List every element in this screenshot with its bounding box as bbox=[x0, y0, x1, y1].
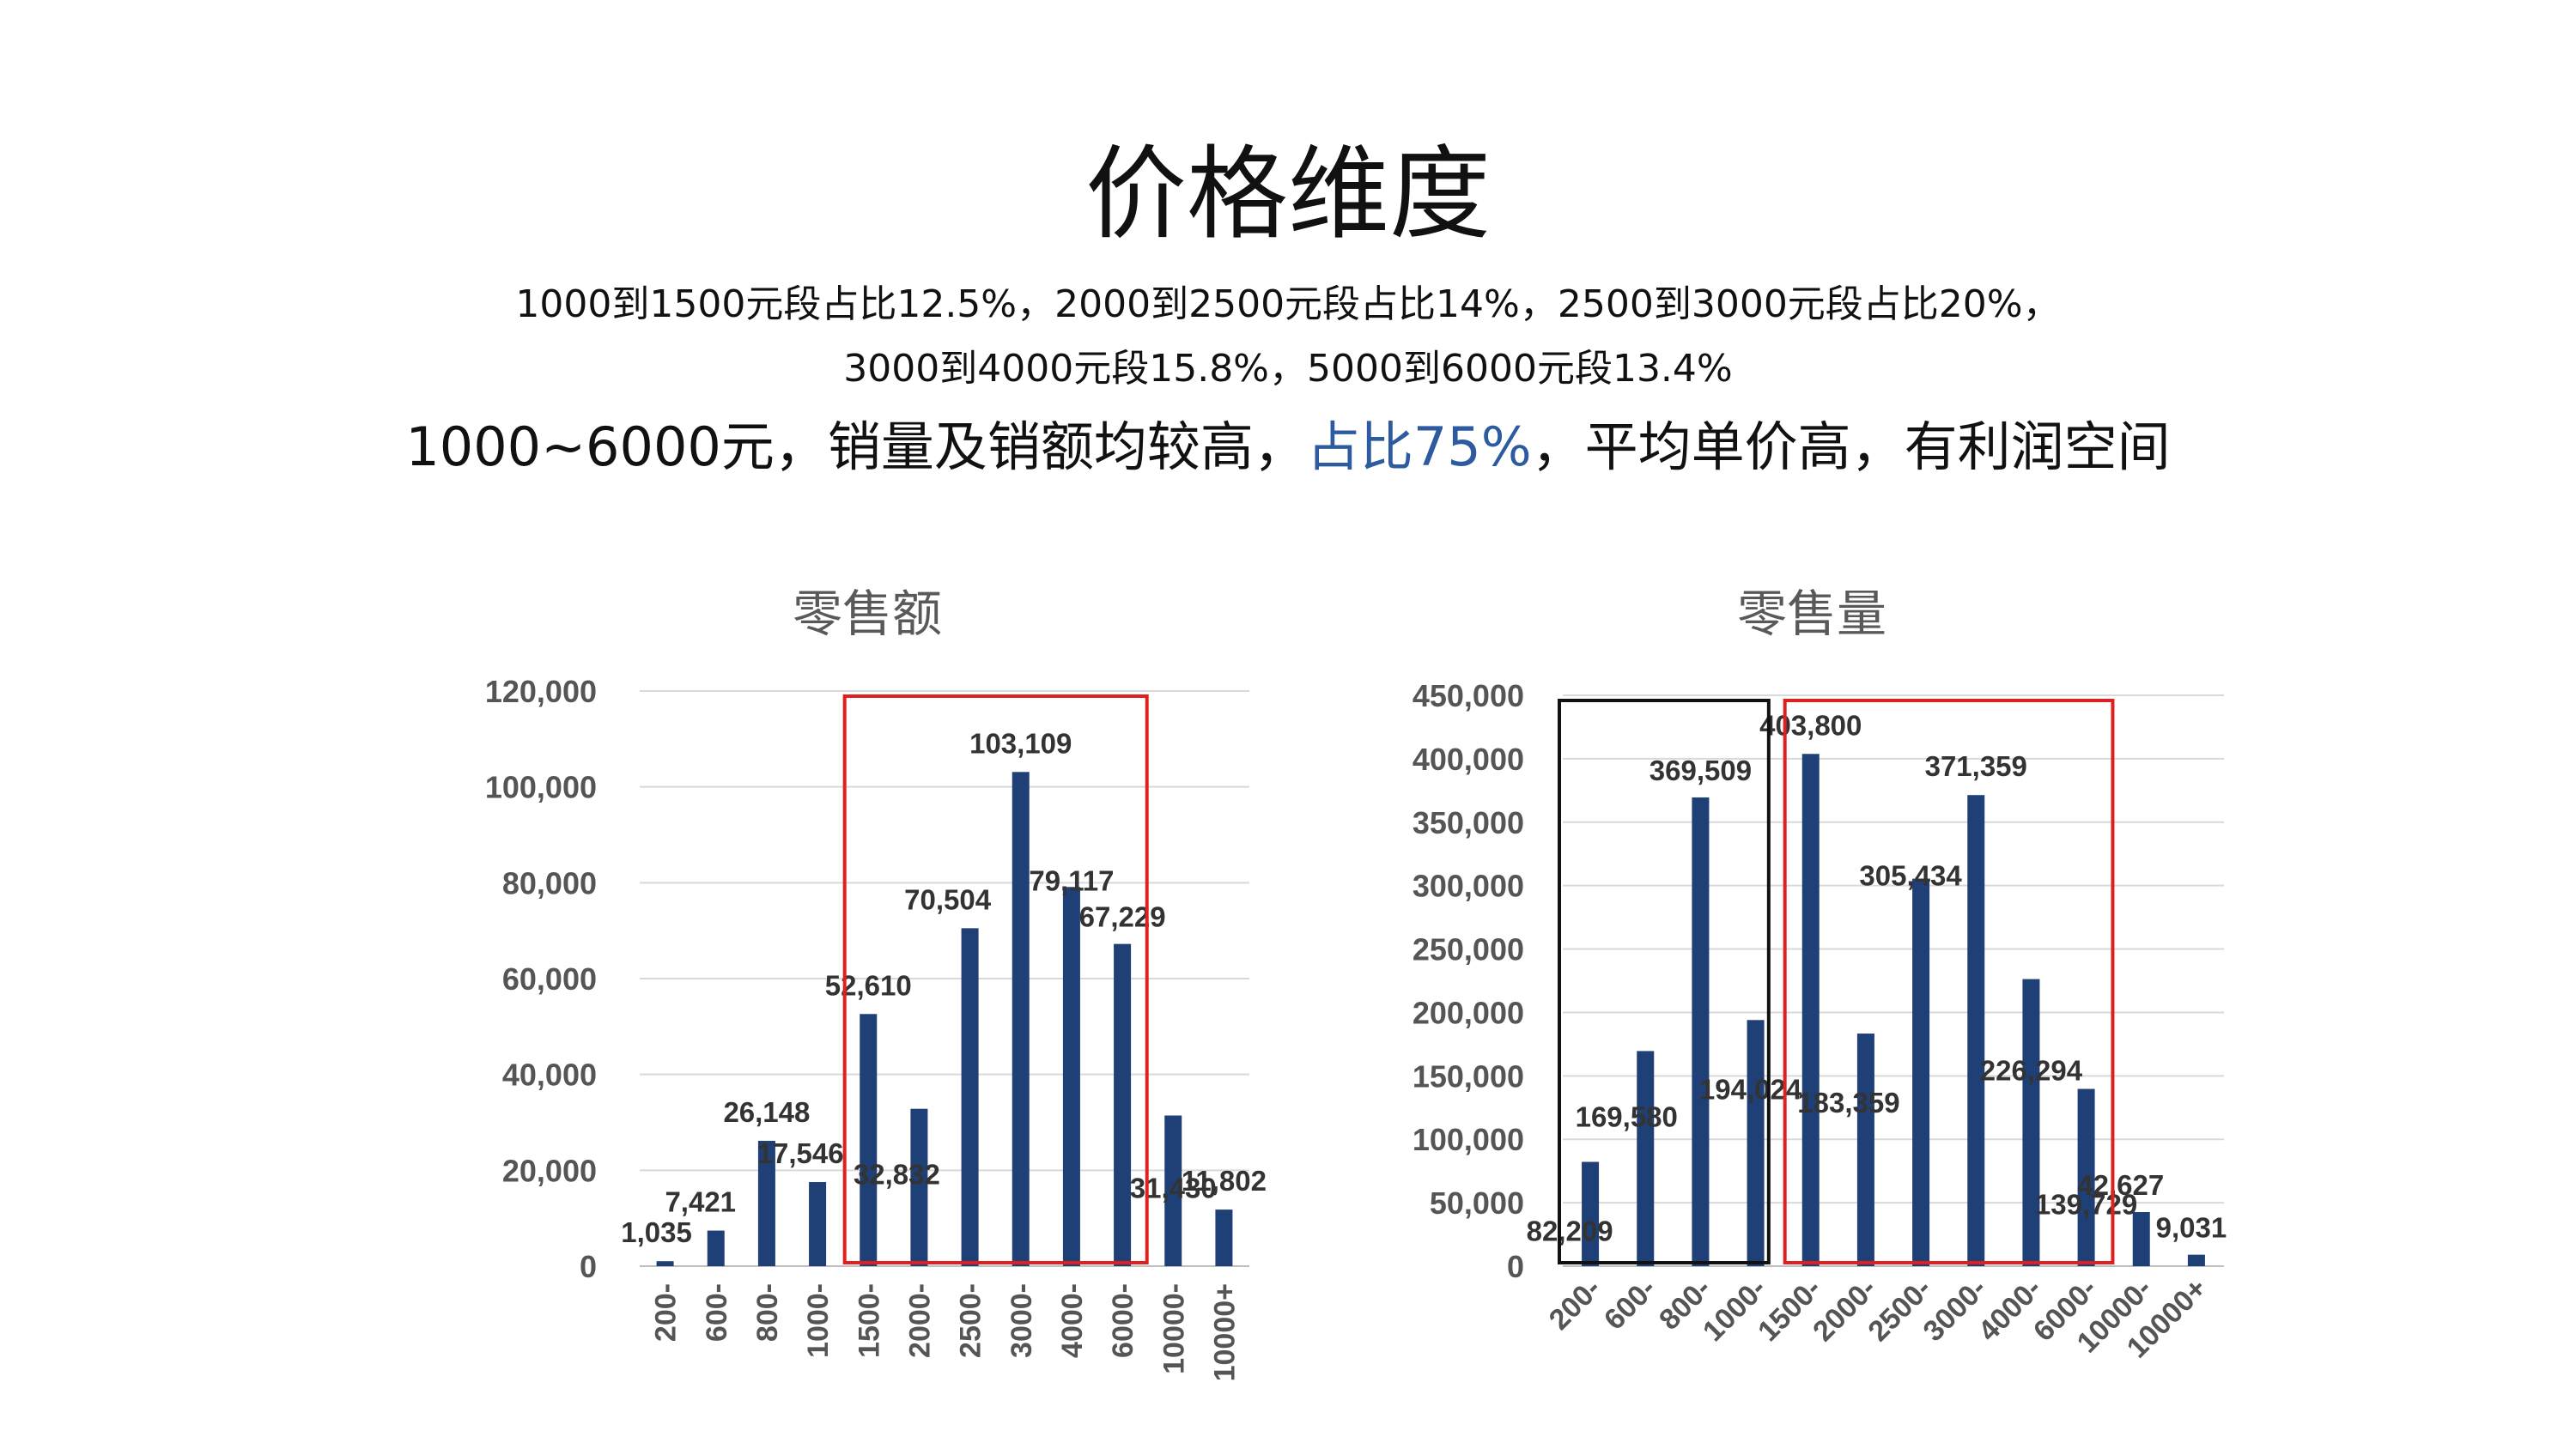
x-tick-label: 200- bbox=[650, 1283, 683, 1342]
x-tick-label: 1500- bbox=[1752, 1272, 1827, 1348]
data-label: 305,434 bbox=[1859, 860, 1962, 892]
highlight-box-1000-6000 bbox=[842, 694, 1149, 1264]
y-tick-label: 450,000 bbox=[1413, 678, 1524, 713]
bar bbox=[707, 1230, 725, 1266]
page-title: 价格维度 bbox=[1084, 135, 1491, 253]
y-tick-label: 20,000 bbox=[502, 1153, 597, 1188]
y-tick-label: 0 bbox=[580, 1249, 597, 1284]
data-label: 82,209 bbox=[1527, 1216, 1613, 1247]
data-label: 139,729 bbox=[2035, 1189, 2137, 1221]
x-tick-label: 600- bbox=[1598, 1272, 1662, 1337]
data-label: 403,800 bbox=[1759, 709, 1862, 741]
bar bbox=[910, 1108, 928, 1266]
y-tick-label: 50,000 bbox=[1430, 1185, 1524, 1221]
data-label: 7,421 bbox=[665, 1186, 736, 1218]
data-label: 369,509 bbox=[1649, 755, 1752, 786]
y-tick-label: 300,000 bbox=[1413, 869, 1524, 904]
bar bbox=[1582, 1161, 1600, 1266]
x-tick-label: 1500- bbox=[853, 1283, 885, 1358]
y-tick-label: 100,000 bbox=[1413, 1122, 1524, 1157]
chart-title: 零售量 bbox=[1737, 585, 1886, 643]
x-tick-label: 10000+ bbox=[1208, 1283, 1241, 1381]
bar bbox=[1012, 772, 1030, 1266]
x-tick-label: 10000- bbox=[1157, 1283, 1190, 1374]
y-tick-label: 40,000 bbox=[502, 1058, 597, 1093]
subtitle-line-2: 3000到4000元段15.8%，5000到6000元段13.4% bbox=[843, 347, 1733, 391]
x-tick-label: 800- bbox=[751, 1283, 784, 1342]
x-tick-label: 1000- bbox=[1697, 1272, 1772, 1348]
data-label: 31,430 bbox=[1130, 1173, 1217, 1204]
x-tick-label: 2000- bbox=[1807, 1272, 1882, 1348]
y-tick-label: 200,000 bbox=[1413, 995, 1524, 1030]
data-label: 26,148 bbox=[723, 1096, 810, 1128]
data-label: 226,294 bbox=[1980, 1055, 2083, 1087]
bar bbox=[809, 1182, 827, 1266]
data-label: 52,610 bbox=[825, 969, 912, 1001]
x-tick-label: 4000- bbox=[1972, 1272, 2048, 1348]
bar bbox=[1747, 1020, 1765, 1266]
bar bbox=[656, 1261, 674, 1266]
data-label: 169,580 bbox=[1576, 1100, 1678, 1132]
retail-volume-chart: 零售量 0 50,000 100,000 150,000 200,000 250,000 30… bbox=[1413, 585, 2227, 1365]
y-tick-label: 100,000 bbox=[485, 770, 597, 805]
bar bbox=[961, 928, 979, 1266]
bar bbox=[1801, 754, 1820, 1266]
y-tick-label: 60,000 bbox=[502, 961, 597, 997]
data-label: 70,504 bbox=[904, 883, 992, 915]
bar bbox=[757, 1141, 775, 1266]
y-tick-label: 250,000 bbox=[1413, 932, 1524, 967]
x-tick-label: 200- bbox=[1543, 1272, 1607, 1337]
data-label: 42,627 bbox=[2077, 1169, 2164, 1201]
data-label: 11,802 bbox=[1182, 1165, 1267, 1197]
bar bbox=[2187, 1254, 2205, 1266]
y-tick-label: 150,000 bbox=[1413, 1058, 1524, 1094]
x-tick-label: 2500- bbox=[955, 1283, 987, 1358]
bar bbox=[2022, 979, 2040, 1266]
data-label: 32,832 bbox=[854, 1159, 940, 1191]
bar bbox=[1164, 1115, 1182, 1266]
bar bbox=[1215, 1210, 1233, 1266]
y-tick-label: 400,000 bbox=[1413, 742, 1524, 777]
data-label: 67,229 bbox=[1079, 901, 1166, 933]
x-tick-label: 3000- bbox=[1005, 1283, 1038, 1358]
x-tick-label: 600- bbox=[701, 1283, 733, 1342]
data-label: 1,035 bbox=[621, 1216, 692, 1248]
y-tick-label: 0 bbox=[1507, 1249, 1524, 1284]
bar bbox=[1062, 887, 1080, 1266]
y-tick-label: 350,000 bbox=[1413, 805, 1524, 840]
headline-post: ，平均单价高，有利润空间 bbox=[1531, 415, 2171, 478]
y-tick-label: 120,000 bbox=[485, 674, 597, 709]
headline-pre: 1000~6000元，销量及销额均较高， bbox=[405, 415, 1307, 478]
retail-sales-chart: 零售额 0 20,000 40,000 60,000 80,000 100,000 120,0… bbox=[485, 585, 1267, 1381]
bar bbox=[2132, 1212, 2150, 1266]
data-label: 17,546 bbox=[757, 1137, 844, 1169]
data-label: 371,359 bbox=[1925, 750, 2027, 782]
data-label: 183,359 bbox=[1797, 1087, 1899, 1119]
bar bbox=[1637, 1051, 1655, 1266]
data-label: 194,024 bbox=[1699, 1073, 1802, 1105]
bar bbox=[1912, 878, 1930, 1266]
chart-title: 零售额 bbox=[793, 585, 942, 643]
x-tick-label: 2000- bbox=[903, 1283, 936, 1358]
bar bbox=[1114, 943, 1132, 1266]
headline-highlight: 占比75% bbox=[1306, 415, 1532, 478]
group-box-low-price bbox=[1558, 699, 1771, 1264]
x-tick-label: 6000- bbox=[1107, 1283, 1139, 1358]
x-tick-label: 3000- bbox=[1917, 1272, 1993, 1348]
bar bbox=[2077, 1088, 2095, 1266]
subtitle-line-1: 1000到1500元段占比12.5%，2000到2500元段占比14%，2500… bbox=[515, 282, 2061, 326]
bar bbox=[1967, 795, 1985, 1266]
bar bbox=[1856, 1034, 1874, 1266]
y-tick-label: 80,000 bbox=[502, 865, 597, 900]
x-tick-label: 1000- bbox=[802, 1283, 835, 1358]
data-label: 9,031 bbox=[2156, 1212, 2227, 1244]
headline: 1000~6000元，销量及销额均较高，占比75%，平均单价高，有利润空间 bbox=[0, 403, 2576, 481]
bar bbox=[1692, 797, 1710, 1266]
x-tick-label: 4000- bbox=[1056, 1283, 1089, 1358]
x-tick-label: 2500- bbox=[1862, 1272, 1937, 1348]
data-label: 103,109 bbox=[969, 727, 1072, 759]
data-label: 79,117 bbox=[1029, 864, 1114, 896]
bar bbox=[860, 1014, 878, 1266]
highlight-box-1000-6000 bbox=[1783, 699, 2115, 1264]
